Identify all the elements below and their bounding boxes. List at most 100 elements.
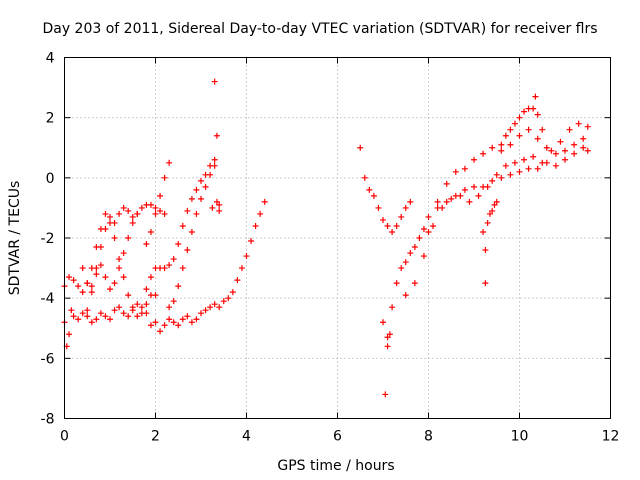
data-point: [107, 316, 113, 323]
data-point: [580, 144, 587, 151]
data-point: [211, 78, 218, 85]
data-point: [125, 207, 132, 214]
data-point: [498, 141, 505, 148]
data-point: [220, 298, 227, 305]
data-point: [161, 322, 168, 329]
x-tick-label: 8: [424, 429, 433, 445]
data-point: [216, 201, 223, 208]
data-point: [471, 156, 477, 163]
data-point: [491, 201, 498, 208]
data-point: [193, 316, 200, 323]
data-point: [143, 241, 150, 248]
data-point: [475, 192, 482, 199]
data-point: [107, 286, 113, 293]
data-point: [375, 204, 382, 211]
chart-title: Day 203 of 2011, Sidereal Day-to-day VTE…: [42, 21, 597, 37]
data-point: [120, 274, 127, 281]
data-point: [393, 222, 400, 229]
data-point: [75, 283, 82, 290]
data-point: [198, 310, 204, 317]
data-point: [97, 262, 104, 269]
data-point: [243, 253, 250, 260]
data-point: [198, 177, 204, 184]
data-point: [580, 135, 587, 142]
data-point: [238, 265, 245, 272]
data-point: [152, 204, 159, 211]
data-point: [434, 198, 441, 205]
data-point: [152, 210, 159, 217]
data-point: [498, 174, 505, 181]
y-tick-label: -6: [41, 351, 55, 367]
data-point: [161, 174, 168, 181]
data-point: [489, 207, 496, 214]
data-point: [213, 132, 220, 139]
data-point: [443, 180, 450, 187]
data-point: [147, 322, 154, 329]
data-point: [188, 228, 195, 235]
data-point: [198, 195, 204, 202]
data-point: [70, 277, 77, 284]
data-point: [452, 168, 459, 175]
data-point: [425, 213, 432, 220]
data-point: [166, 159, 173, 166]
data-point: [147, 274, 154, 281]
y-tick-label: 4: [46, 51, 55, 67]
data-point: [88, 289, 95, 296]
data-point: [88, 319, 95, 326]
data-point: [420, 225, 427, 232]
data-point: [111, 307, 118, 314]
data-point: [188, 319, 195, 326]
data-point: [161, 265, 168, 272]
data-point: [211, 162, 218, 169]
data-point: [366, 186, 373, 193]
data-point: [152, 292, 159, 299]
data-point: [370, 192, 377, 199]
data-point: [393, 280, 400, 287]
data-point: [493, 198, 500, 205]
data-point: [482, 280, 489, 287]
data-point: [202, 307, 209, 314]
data-point: [166, 316, 173, 323]
data-point: [84, 313, 91, 320]
data-point: [357, 144, 364, 151]
data-point: [386, 331, 393, 338]
data-point: [79, 310, 86, 317]
data-point: [116, 304, 123, 311]
data-point: [184, 247, 191, 254]
x-tick-label: 0: [60, 429, 69, 445]
data-point: [179, 316, 186, 323]
data-point: [507, 126, 514, 133]
data-point: [175, 322, 182, 329]
data-point: [152, 319, 159, 326]
data-point: [125, 292, 132, 299]
data-point: [430, 222, 437, 229]
data-point: [486, 210, 493, 217]
data-point: [102, 313, 109, 320]
data-point: [461, 186, 468, 193]
data-point: [521, 156, 528, 163]
data-point: [225, 295, 232, 302]
data-point: [443, 198, 450, 205]
data-point: [111, 235, 118, 241]
data-point: [562, 156, 568, 163]
data-point: [411, 280, 418, 287]
y-tick-label: -2: [41, 231, 55, 247]
data-point: [466, 198, 473, 205]
data-point: [584, 123, 591, 130]
data-point: [534, 135, 541, 142]
data-point: [257, 210, 264, 217]
x-tick-label: 12: [602, 429, 620, 445]
data-point: [480, 150, 487, 157]
data-point: [193, 186, 200, 193]
data-point: [389, 228, 396, 235]
data-point: [548, 147, 555, 154]
data-point: [129, 213, 136, 220]
y-tick-label: 2: [46, 111, 55, 127]
data-point: [107, 213, 113, 220]
data-point: [93, 265, 100, 272]
data-point: [157, 328, 164, 335]
data-point: [207, 171, 214, 178]
data-point: [248, 238, 255, 245]
y-tick-label: -8: [41, 412, 55, 428]
data-point: [84, 280, 91, 287]
